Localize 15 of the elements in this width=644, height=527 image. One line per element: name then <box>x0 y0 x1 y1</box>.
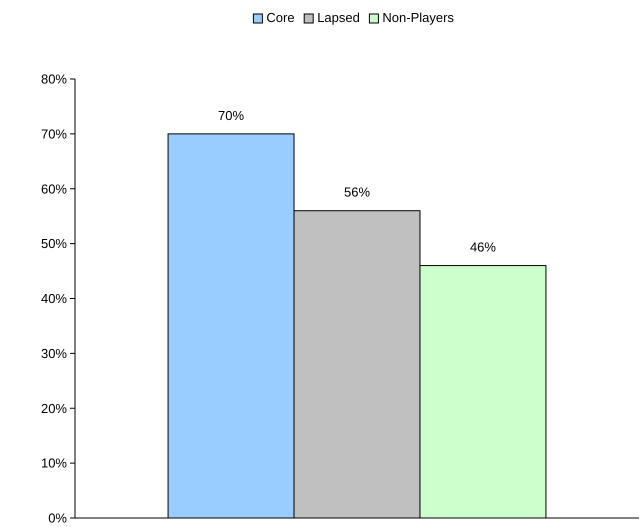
data-label: 46% <box>470 240 496 255</box>
data-label: 70% <box>218 108 244 123</box>
y-tick-label: 10% <box>40 456 68 471</box>
legend-label: Core <box>266 10 295 25</box>
y-tick-label: 0% <box>48 510 68 526</box>
y-tick-label: 80% <box>40 72 68 87</box>
legend-label: Non-Players <box>382 10 454 25</box>
y-tick-label: 40% <box>40 291 68 306</box>
y-tick-label: 50% <box>40 236 68 252</box>
y-tick-label: 30% <box>40 346 68 361</box>
legend-label: Lapsed <box>317 10 360 25</box>
data-label: 56% <box>344 184 370 200</box>
y-tick-label: 60% <box>40 181 68 196</box>
y-tick-label: 20% <box>40 400 68 416</box>
y-tick-label: 70% <box>40 126 68 142</box>
